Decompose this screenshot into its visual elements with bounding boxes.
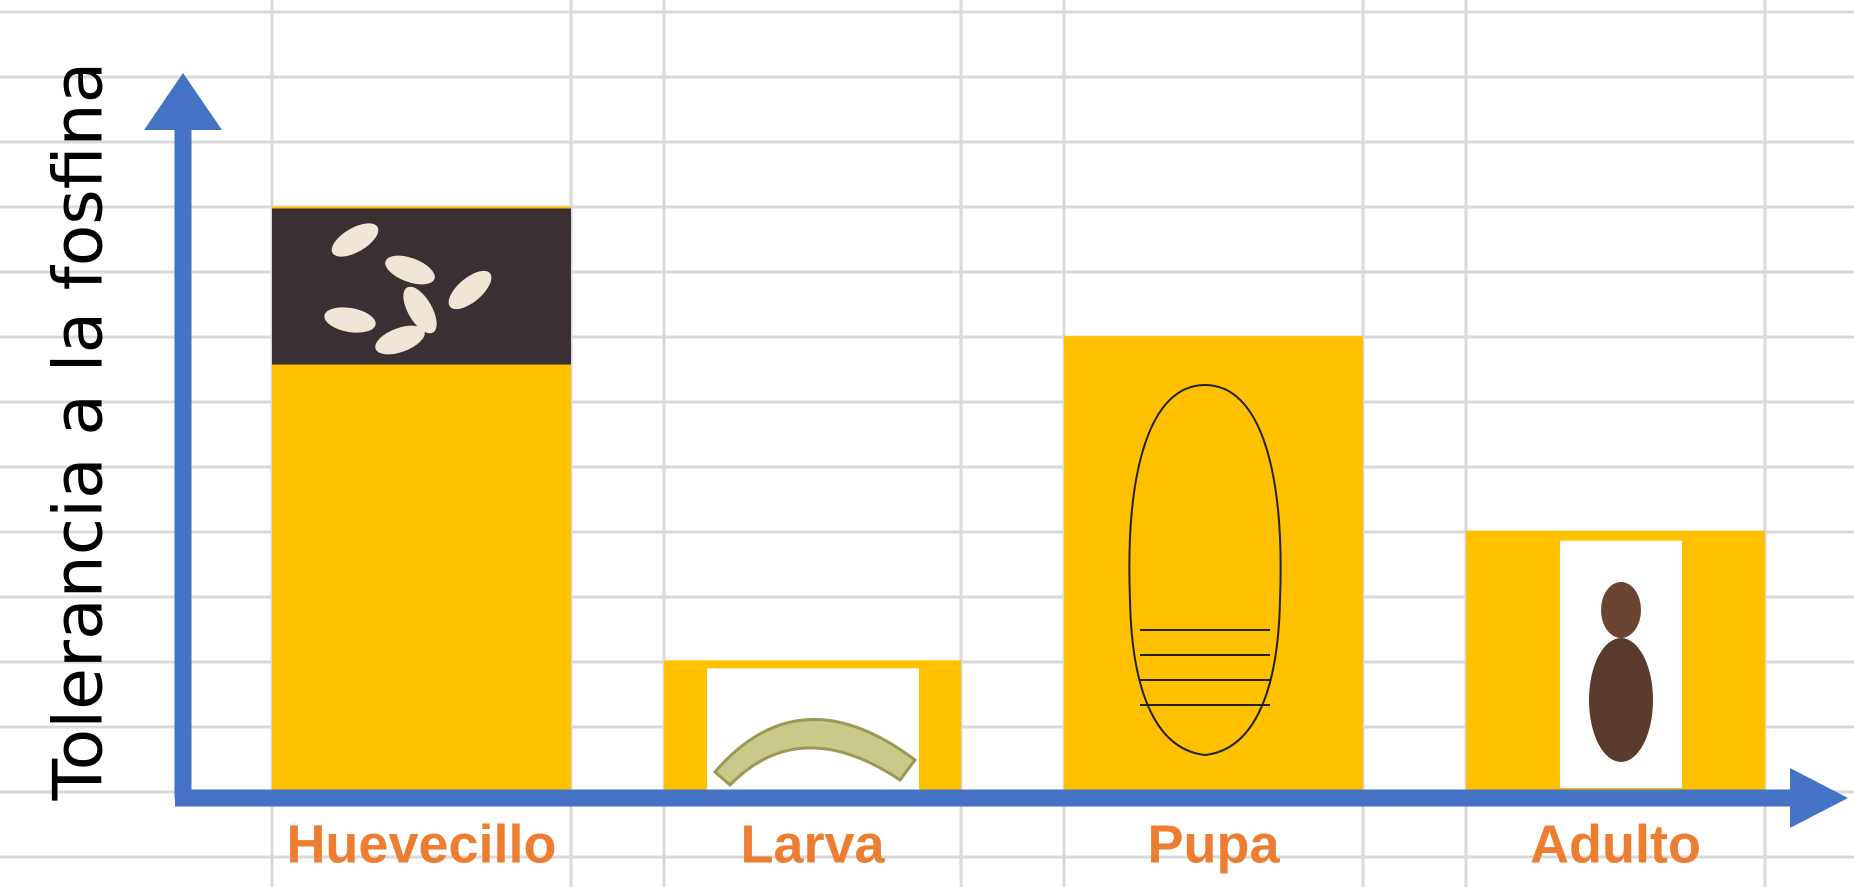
egg bbox=[403, 286, 437, 334]
egg bbox=[385, 255, 435, 285]
x-tick-label: Adulto bbox=[1530, 814, 1701, 874]
bar bbox=[1064, 336, 1363, 790]
stage-pictures bbox=[272, 208, 1682, 790]
egg bbox=[324, 307, 376, 333]
x-axis-arrow bbox=[1790, 768, 1848, 828]
egg bbox=[448, 270, 492, 310]
pupa bbox=[1128, 383, 1282, 757]
x-tick-label: Pupa bbox=[1147, 814, 1280, 874]
egg bbox=[375, 325, 425, 355]
egg-photo bbox=[272, 208, 571, 365]
weevil bbox=[1589, 638, 1653, 762]
x-tick-label: Huevecillo bbox=[286, 814, 556, 874]
weevil-head bbox=[1601, 582, 1641, 638]
x-tick-label: Larva bbox=[740, 814, 885, 874]
y-axis-arrow bbox=[144, 73, 222, 130]
y-axis-label: Tolerancia a la fosfina bbox=[40, 62, 119, 802]
axes bbox=[144, 73, 1848, 828]
larva bbox=[712, 718, 918, 788]
egg bbox=[331, 223, 379, 257]
